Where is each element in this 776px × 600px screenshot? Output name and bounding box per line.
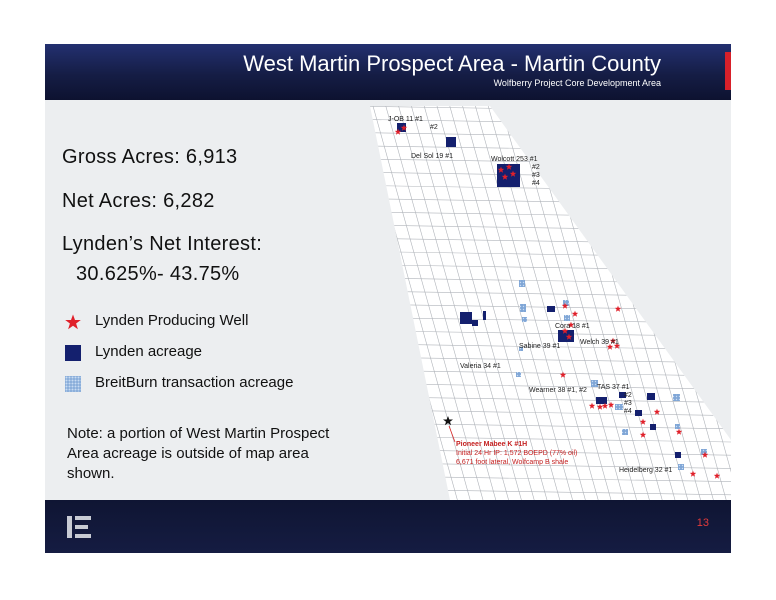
producing-well-star <box>596 403 604 410</box>
producing-well-star <box>394 128 402 135</box>
header-accent <box>725 52 731 90</box>
page-number: 13 <box>696 517 709 529</box>
producing-well-star <box>639 418 647 425</box>
well-label-welch: Welch 39 #1 <box>580 339 619 346</box>
pioneer-name: Pioneer Mabee K #1H <box>456 441 527 448</box>
red-star-icon <box>65 314 81 330</box>
well-label-wolcott: Wolcott 253 #1 <box>491 156 538 163</box>
well-label-valeria: Valeria 34 #1 <box>460 363 501 370</box>
producing-well-star <box>675 428 683 435</box>
producing-well-star <box>559 371 567 378</box>
pioneer-lateral: 6,671 foot lateral, Wolfcamp B shale <box>456 459 568 466</box>
well-label-tas-2: #2 <box>624 392 632 399</box>
blue-dotted-square-icon <box>65 376 81 392</box>
well-label-wearner: Wearner 38 #1, #2 <box>529 387 587 394</box>
note-text: Note: a portion of West Martin Prospect … <box>67 425 330 482</box>
producing-well-stars <box>394 124 721 479</box>
well-label-job11-2: #2 <box>430 124 438 131</box>
producing-well-star <box>567 321 575 328</box>
page-title: West Martin Prospect Area - Martin Count… <box>243 51 661 76</box>
producing-well-star <box>614 305 622 312</box>
producing-well-star <box>689 470 697 477</box>
producing-well-star <box>505 163 513 170</box>
well-label-tas: TAS 37 #1 <box>597 384 630 391</box>
net-interest-label: Lynden’s Net Interest: <box>62 233 263 255</box>
producing-well-star <box>613 342 621 349</box>
producing-well-star <box>588 402 596 409</box>
pioneer-ip: Initial 24 Hr IP: 1,572 BOEPD (77% oil) <box>456 450 577 457</box>
gross-acres-text: Gross Acres: 6,913 <box>62 146 238 168</box>
well-label-wolcott-4: #4 <box>532 180 540 187</box>
well-label-cora: Cora 18 #1 <box>555 323 590 330</box>
lynden-acreage-blocks <box>397 123 681 458</box>
well-label-tas-4: #4 <box>624 408 632 415</box>
net-interest-value: 30.625%- 43.75% <box>76 263 240 285</box>
well-label-delsol: Del Sol 19 #1 <box>411 153 453 160</box>
producing-well-star <box>400 124 408 131</box>
producing-well-star <box>606 343 614 350</box>
producing-well-star <box>653 408 661 415</box>
well-label-tas-3: #3 <box>624 400 632 407</box>
well-label-heidelberg: Heidelberg 32 #1 <box>619 467 672 474</box>
slide: West Martin Prospect Area - Martin Count… <box>45 44 731 553</box>
producing-well-star <box>497 166 505 173</box>
legend-breitburn-label: BreitBurn transaction acreage <box>95 374 294 391</box>
producing-well-star <box>561 302 569 309</box>
prospect-map: J-OB 11 #1 #2 Del Sol 19 #1 Wolcott 253 … <box>370 106 731 500</box>
producing-well-star <box>701 451 709 458</box>
well-label-wolcott-3: #3 <box>532 172 540 179</box>
navy-square-icon <box>65 345 81 361</box>
pioneer-well-marker <box>443 416 456 443</box>
net-acres-text: Net Acres: 6,282 <box>62 190 215 212</box>
legend-lynden-acreage-label: Lynden acreage <box>95 343 203 360</box>
producing-well-star <box>609 337 617 344</box>
producing-well-star <box>501 173 509 180</box>
producing-well-star <box>571 310 579 317</box>
producing-well-star <box>561 327 569 334</box>
map-area <box>370 106 731 500</box>
well-label-sabine: Sabine 39 #1 <box>519 343 560 350</box>
well-label-job11: J-OB 11 #1 <box>388 116 423 123</box>
breitburn-acreage-blocks <box>516 280 707 470</box>
page-subtitle: Wolfberry Project Core Development Area <box>493 78 661 88</box>
producing-well-star <box>713 472 721 479</box>
header-bar: West Martin Prospect Area - Martin Count… <box>45 44 731 100</box>
producing-well-star <box>565 333 573 340</box>
producing-well-star <box>639 431 647 438</box>
pioneer-callout: Pioneer Mabee K #1H Initial 24 Hr IP: 1,… <box>456 441 577 466</box>
lynden-logo-icon <box>67 516 91 538</box>
producing-well-star <box>607 401 615 408</box>
footer-bar: 13 <box>45 500 731 553</box>
producing-well-star <box>601 402 609 409</box>
well-label-wolcott-2: #2 <box>532 164 540 171</box>
legend-producing-well-label: Lynden Producing Well <box>95 312 249 329</box>
producing-well-star <box>509 170 517 177</box>
well-labels: J-OB 11 #1 #2 Del Sol 19 #1 Wolcott 253 … <box>388 116 672 474</box>
